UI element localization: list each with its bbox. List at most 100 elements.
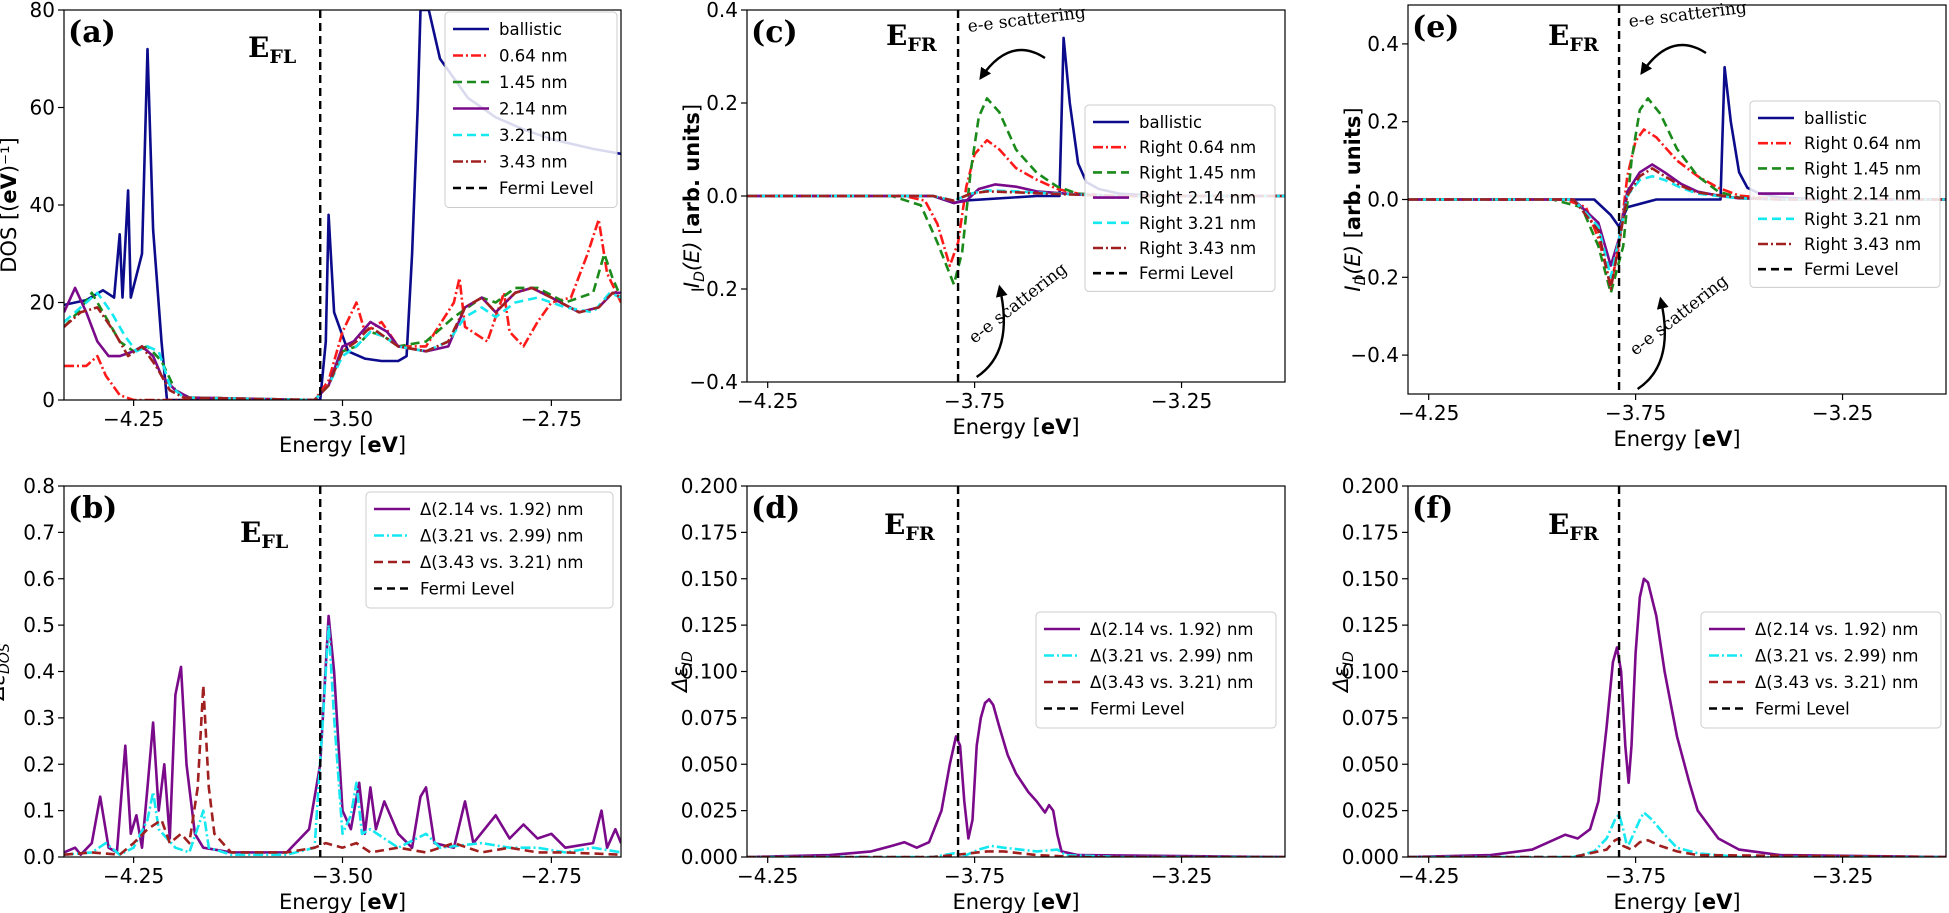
legend-label: Right 3.43 nm <box>1139 239 1256 258</box>
fermi-energy-label: EFR <box>886 19 937 56</box>
legend-label: Δ(2.14 vs. 1.92) nm <box>1090 620 1254 639</box>
series-line-3.43 <box>747 190 1285 202</box>
y-tick-label: 80 <box>30 0 55 22</box>
legend: ballistic Right 0.64 nm Right 1.45 nm Right… <box>1084 104 1276 292</box>
y-tick-label: 0.050 <box>1342 752 1399 776</box>
legend-label: Δ(2.14 vs. 1.92) nm <box>420 500 584 519</box>
legend-box <box>1035 611 1277 729</box>
fermi-energy-label: EFR <box>884 508 935 545</box>
series-line-1.45 <box>747 97 1285 286</box>
series-line-d321 <box>64 623 621 856</box>
legend-label: Δ(3.43 vs. 3.21) nm <box>420 553 584 572</box>
x-tick-label: −3.50 <box>312 864 373 888</box>
y-axis-label: ID(E) [arb. units] <box>1341 107 1369 291</box>
panel-c: −0.4 −0.2 0.0 0.2 0.4 −4.25 −3.75 −3.25 Energy [… <box>680 0 1286 439</box>
scattering-arrow-top <box>1640 43 1707 75</box>
y-axis-label: ΔεID <box>1329 651 1357 694</box>
legend-label: Fermi Level <box>499 179 594 198</box>
legend-label: 0.64 nm <box>499 47 568 66</box>
scattering-arrow-top <box>979 48 1046 80</box>
ee-scattering-label-bottom: e-e scattering <box>1626 271 1732 360</box>
x-tick-label: −3.25 <box>1812 864 1873 888</box>
series-line-d321 <box>1408 811 1946 857</box>
x-tick-label: −2.75 <box>521 407 582 431</box>
x-axis-label: Energy [eV] <box>1613 427 1740 451</box>
panel-e: −0.4 −0.2 0.0 0.2 0.4 −4.25 −3.75 −3.25 Energy [… <box>1341 0 1947 451</box>
ee-scattering-label-top: e-e scattering <box>967 3 1087 37</box>
panel-label: (f) <box>1412 491 1453 526</box>
legend-box <box>1084 104 1276 292</box>
axes-frame <box>1407 485 1947 858</box>
y-tick-label: 0.4 <box>706 0 738 22</box>
y-tick-label: 0.4 <box>23 660 55 684</box>
y-tick-label: 0.4 <box>1367 32 1399 56</box>
series-line-d214 <box>1408 577 1946 857</box>
panel-label: (e) <box>1412 10 1459 45</box>
panel-a: 0 20 40 60 80 −4.25 −3.50 −2.75 Energy [eV] DOS [… <box>0 0 622 457</box>
axes-frame <box>1407 4 1947 395</box>
x-tick-label: −3.25 <box>1151 864 1212 888</box>
x-tick-label: −3.75 <box>1605 864 1666 888</box>
y-tick-label: −0.4 <box>689 370 738 394</box>
legend-label: Right 2.14 nm <box>1804 185 1921 204</box>
y-tick-label: 0.125 <box>681 613 738 637</box>
series-line-d214 <box>747 698 1285 857</box>
y-tick-label: −0.2 <box>689 277 738 301</box>
axes-frame <box>63 9 622 401</box>
legend-label: 3.43 nm <box>499 153 568 172</box>
legend: Δ(2.14 vs. 1.92) nm Δ(3.21 vs. 2.99) nm Δ(… <box>1035 611 1277 729</box>
y-tick-label: 0.3 <box>23 706 55 730</box>
y-tick-label: 0.000 <box>681 845 738 869</box>
y-tick-label: 0.0 <box>706 184 738 208</box>
legend-label: Δ(3.21 vs. 2.99) nm <box>1755 647 1919 666</box>
fermi-energy-label: EFL <box>248 31 296 68</box>
y-tick-label: 60 <box>30 96 55 120</box>
panel-label: (b) <box>68 491 117 526</box>
legend-label: Fermi Level <box>1090 700 1185 719</box>
x-axis-label: Energy [eV] <box>952 415 1079 439</box>
x-tick-label: −3.25 <box>1151 389 1212 413</box>
x-tick-label: −2.75 <box>521 864 582 888</box>
legend-label: Fermi Level <box>1804 260 1899 279</box>
panel-label: (a) <box>68 15 116 50</box>
legend-label: Right 2.14 nm <box>1139 189 1256 208</box>
y-tick-label: 0.200 <box>1342 474 1399 498</box>
legend-label: Right 3.21 nm <box>1804 210 1921 229</box>
series-line-0.64 <box>1408 128 1946 287</box>
y-tick-label: 0.175 <box>1342 520 1399 544</box>
legend-box <box>1700 611 1942 729</box>
panel-b: 0.0 0.1 0.2 0.3 0.4 0.5 0.6 0.7 0.8 −4.25 −3.50 −2.… <box>0 474 622 913</box>
legend-label: Δ(3.21 vs. 2.99) nm <box>420 527 584 546</box>
y-tick-label: 0.0 <box>1367 188 1399 212</box>
series-line-0.64 <box>64 218 621 400</box>
series-group <box>1408 577 1946 857</box>
legend-label: Δ(3.21 vs. 2.99) nm <box>1090 647 1254 666</box>
series-line-3.21 <box>64 291 621 400</box>
legend-label: ballistic <box>1804 109 1867 128</box>
y-tick-label: 0.175 <box>681 520 738 544</box>
y-tick-label: 0.0 <box>23 845 55 869</box>
y-tick-label: 0.000 <box>1342 845 1399 869</box>
legend: ballistic Right 0.64 nm Right 1.45 nm Right… <box>1749 100 1941 288</box>
legend-box <box>365 491 614 609</box>
series-line-d343 <box>64 684 621 856</box>
legend-label: Δ(3.43 vs. 3.21) nm <box>1755 673 1919 692</box>
series-line-1.45 <box>64 252 621 400</box>
legend-label: Δ(2.14 vs. 1.92) nm <box>1755 620 1919 639</box>
series-line-2.14 <box>64 286 621 400</box>
x-tick-label: −4.25 <box>103 407 164 431</box>
axes-frame <box>746 485 1286 858</box>
y-tick-label: 0.2 <box>1367 110 1399 134</box>
y-tick-label: 0.025 <box>1342 799 1399 823</box>
series-group <box>64 614 621 856</box>
y-tick-label: 0.050 <box>681 752 738 776</box>
y-tick-label: 0 <box>42 388 55 412</box>
x-tick-label: −3.25 <box>1812 401 1873 425</box>
y-tick-label: 0.075 <box>681 706 738 730</box>
legend-box <box>1749 100 1941 288</box>
x-tick-label: −3.75 <box>944 864 1005 888</box>
panel-label: (c) <box>751 15 798 50</box>
legend-label: ballistic <box>499 20 562 39</box>
y-tick-label: 0.200 <box>681 474 738 498</box>
y-tick-label: 0.2 <box>706 91 738 115</box>
